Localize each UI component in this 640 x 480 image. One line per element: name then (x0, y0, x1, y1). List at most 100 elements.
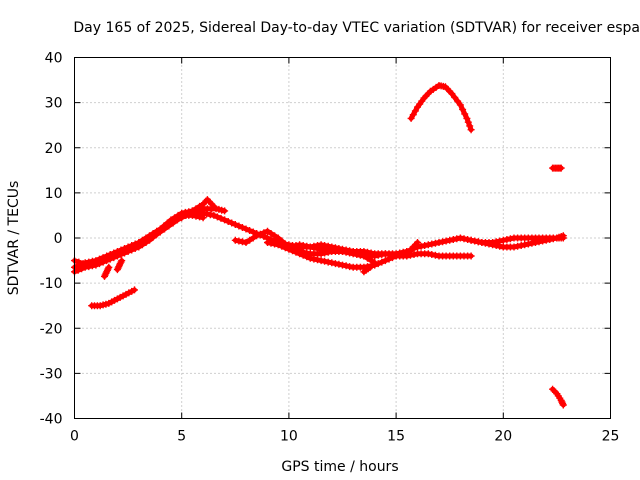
data-point (118, 257, 126, 265)
data-point (324, 248, 332, 256)
data-point (163, 221, 171, 229)
data-point (228, 219, 236, 227)
series-track-3 (71, 211, 207, 276)
data-point (235, 222, 243, 230)
data-point (360, 252, 368, 260)
x-axis-label: GPS time / hours (281, 459, 398, 475)
data-point (117, 251, 125, 258)
data-point (271, 232, 279, 240)
data-point (99, 258, 107, 266)
data-point (131, 245, 139, 252)
data-point (231, 221, 239, 228)
data-point (456, 101, 464, 109)
data-point (104, 265, 112, 273)
data-point (121, 249, 128, 257)
data-point (407, 114, 415, 122)
data-point (381, 257, 389, 265)
series-track-16 (407, 82, 475, 134)
series-track-14 (467, 234, 567, 251)
data-point (105, 263, 113, 271)
data-point (249, 228, 257, 236)
data-point (466, 122, 474, 130)
data-point (246, 236, 254, 244)
data-point (467, 252, 475, 260)
data-point (461, 110, 469, 118)
data-point (528, 239, 536, 247)
data-point (202, 197, 210, 205)
data-point (238, 224, 246, 231)
data-point (409, 111, 417, 119)
data-point (149, 233, 157, 241)
data-point (448, 90, 456, 98)
data-point (369, 260, 377, 268)
series-track-1 (71, 196, 218, 271)
data-point (103, 257, 111, 265)
data-point (96, 260, 103, 268)
data-point (451, 93, 459, 101)
data-point (135, 243, 143, 251)
data-point (131, 286, 138, 294)
data-point (196, 208, 204, 216)
data-point (485, 240, 493, 248)
data-point (138, 241, 146, 249)
data-point (174, 214, 182, 222)
x-tick-label: 5 (177, 429, 186, 445)
data-point (385, 255, 393, 263)
x-tick-label: 15 (387, 429, 405, 445)
data-series (71, 82, 567, 409)
data-point (559, 234, 567, 242)
data-point (414, 239, 421, 246)
series-track-5 (113, 257, 126, 274)
y-tick-label: 30 (45, 96, 63, 112)
data-point (242, 225, 250, 233)
data-point (253, 232, 261, 240)
y-tick-label: 0 (54, 231, 63, 247)
series-track-6 (88, 286, 138, 310)
series-track-18 (549, 385, 567, 409)
data-point (264, 239, 271, 246)
data-point (335, 245, 343, 252)
data-point (464, 118, 472, 126)
data-point (299, 251, 307, 259)
data-point (446, 236, 454, 244)
data-point (274, 234, 282, 242)
data-point (85, 263, 93, 271)
data-point (317, 250, 325, 258)
series-track-17 (549, 164, 565, 172)
data-point (299, 242, 307, 249)
data-point (260, 229, 268, 237)
data-point (271, 240, 279, 248)
data-point (439, 238, 447, 246)
data-point (101, 271, 109, 279)
data-point (310, 242, 318, 250)
data-point (296, 250, 304, 258)
data-point (78, 265, 86, 273)
data-point (478, 239, 486, 246)
y-tick-label: 20 (45, 141, 63, 157)
data-point (321, 242, 329, 249)
data-point (256, 230, 264, 238)
data-point (456, 234, 464, 242)
data-point (342, 246, 350, 254)
data-point (74, 266, 82, 274)
data-point (411, 107, 419, 115)
data-point (303, 253, 311, 261)
data-point (514, 242, 522, 250)
data-point (75, 258, 83, 266)
x-tick-label: 0 (70, 429, 79, 445)
data-point (506, 235, 514, 243)
data-point (349, 248, 357, 255)
data-point (167, 218, 175, 226)
data-point (459, 105, 467, 113)
series-track-10 (285, 241, 379, 267)
data-point (292, 248, 300, 256)
data-point (210, 211, 218, 219)
data-point (246, 227, 254, 234)
series-track-4 (101, 263, 113, 280)
data-point (559, 401, 567, 409)
data-point (221, 216, 229, 224)
data-point (203, 210, 211, 218)
data-point (371, 259, 379, 267)
data-point (549, 235, 557, 243)
